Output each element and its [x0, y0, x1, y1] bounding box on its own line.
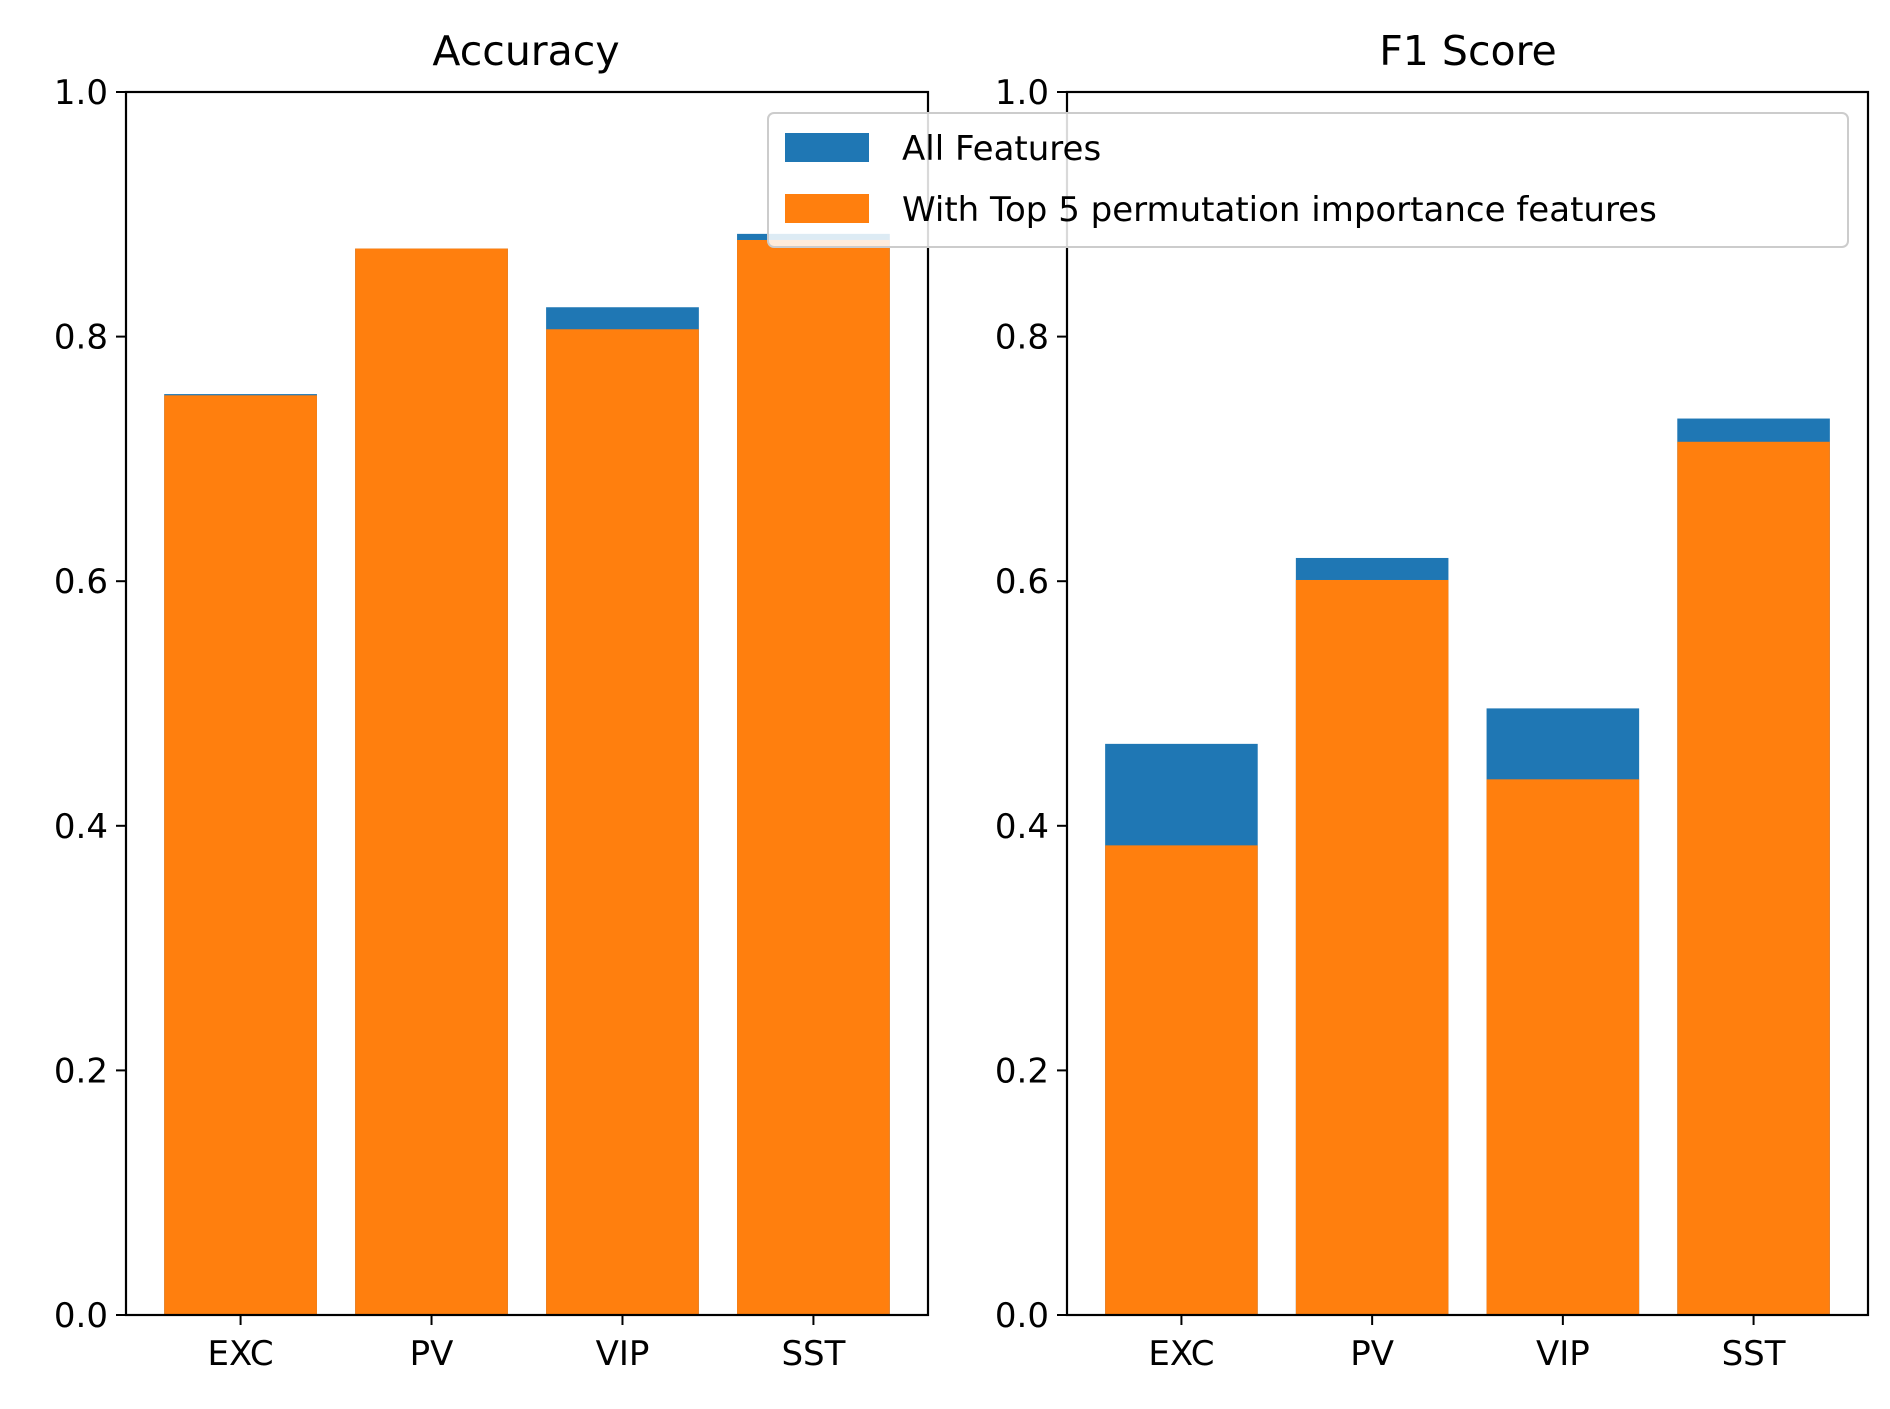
y-tick-label: 0.0 — [54, 1296, 108, 1336]
axes-frame — [124, 90, 930, 1317]
y-tick-label: 1.0 — [54, 73, 108, 113]
bar-top5-sst — [1677, 441, 1830, 1315]
bar-top5-vip — [546, 329, 699, 1315]
x-tick-label: PV — [410, 1334, 454, 1374]
y-tick-label: 0.4 — [995, 807, 1049, 847]
legend-label-top5: With Top 5 permutation importance featur… — [902, 190, 1657, 230]
y-axis: 0.0 0.2 0.4 0.6 0.8 1.0 — [54, 73, 126, 1336]
bars — [1105, 418, 1830, 1315]
bar-top5-pv — [355, 248, 508, 1315]
bars — [164, 233, 890, 1316]
subplot-accuracy: 0.0 0.2 0.4 0.6 0.8 1.0 EXC PV VIP SST Accuracy — [54, 27, 930, 1374]
x-tick-label: PV — [1350, 1334, 1394, 1374]
y-tick-label: 0.0 — [995, 1296, 1049, 1336]
y-tick-label: 0.6 — [995, 562, 1049, 602]
y-tick-label: 0.8 — [54, 318, 108, 358]
x-tick-label: VIP — [596, 1334, 650, 1374]
bar-top5-exc — [164, 395, 317, 1315]
y-axis: 0.0 0.2 0.4 0.6 0.8 1.0 — [995, 73, 1067, 1336]
x-axis: EXC PV VIP SST — [208, 1315, 846, 1374]
x-tick-label: SST — [1722, 1334, 1786, 1374]
bar-top5-sst — [737, 239, 890, 1316]
x-axis: EXC PV VIP SST — [1148, 1315, 1786, 1374]
y-tick-label: 0.2 — [995, 1051, 1049, 1091]
bar-top5-pv — [1295, 579, 1449, 1315]
x-tick-label: VIP — [1536, 1334, 1590, 1374]
subplot-f1-score: 0.0 0.2 0.4 0.6 0.8 1.0 EXC PV VIP SST F1 Score — [995, 27, 1870, 1374]
y-tick-label: 0.2 — [54, 1051, 108, 1091]
chart-title: Accuracy — [432, 27, 619, 75]
y-tick-label: 0.8 — [995, 318, 1049, 358]
y-tick-label: 1.0 — [995, 73, 1049, 113]
x-tick-label: EXC — [208, 1334, 274, 1374]
bar-top5-vip — [1486, 779, 1640, 1315]
legend-swatch-all-features — [785, 133, 869, 162]
x-tick-label: EXC — [1148, 1334, 1214, 1374]
chart-title: F1 Score — [1379, 27, 1557, 75]
legend-swatch-top5 — [785, 194, 869, 223]
axes-frame — [1065, 90, 1870, 1317]
legend-box — [767, 112, 1849, 248]
legend: All Features With Top 5 permutation impo… — [767, 112, 1849, 248]
y-tick-label: 0.4 — [54, 807, 108, 847]
legend-label-all-features: All Features — [902, 129, 1101, 169]
y-tick-label: 0.6 — [54, 562, 108, 602]
bar-top5-exc — [1105, 845, 1258, 1315]
x-tick-label: SST — [781, 1334, 845, 1374]
